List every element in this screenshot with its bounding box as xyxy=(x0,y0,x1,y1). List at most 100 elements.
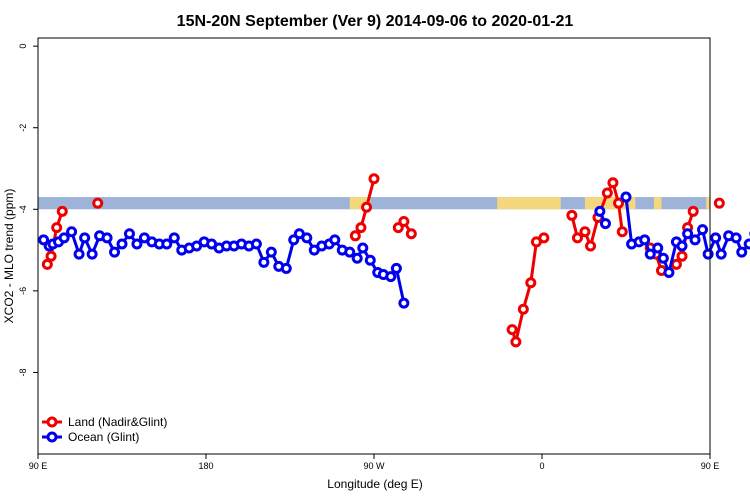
ocean-point-5 xyxy=(66,226,78,238)
x-tick-label-4: 90 E xyxy=(701,461,720,471)
land-point-17 xyxy=(538,232,550,244)
y-tick-label-2: -4 xyxy=(18,205,28,213)
land-point-7 xyxy=(361,201,373,213)
series-layer xyxy=(38,173,750,348)
y-tick-label-3: -6 xyxy=(18,287,28,295)
y-axis-label: XCO2 - MLO trend (ppm) xyxy=(2,189,16,324)
y-tick-label-4: -8 xyxy=(18,368,28,376)
land-point-5 xyxy=(349,230,361,242)
legend-land-marker xyxy=(46,416,58,428)
land-point-34 xyxy=(713,197,725,209)
land-point-18 xyxy=(566,209,578,221)
land-point-2 xyxy=(51,222,63,234)
land-point-10 xyxy=(398,216,410,228)
ocean-point-60 xyxy=(657,252,669,264)
legend-land-label: Land (Nadir&Glint) xyxy=(68,415,167,429)
ocean-point-68 xyxy=(710,232,722,244)
land-point-15 xyxy=(525,277,537,289)
ocean-point-71 xyxy=(730,232,742,244)
land-point-13 xyxy=(510,336,522,348)
legend-ocean-marker xyxy=(46,431,58,443)
legend-ocean-label: Ocean (Glint) xyxy=(68,430,139,444)
land-point-26 xyxy=(616,226,628,238)
y-axis: 0 -2 -4 -6 -8 xyxy=(18,44,38,376)
ocean-point-52 xyxy=(594,205,606,217)
land-point-30 xyxy=(670,258,682,270)
ocean-point-73 xyxy=(743,238,750,250)
ocean-point-8 xyxy=(86,248,98,260)
ocean-point-7 xyxy=(79,232,91,244)
land-point-6 xyxy=(355,222,367,234)
ocean-point-65 xyxy=(689,234,701,246)
ocean-point-34 xyxy=(280,262,292,274)
land-point-11 xyxy=(405,228,417,240)
land-band-segment-3 xyxy=(654,197,662,210)
ocean-point-50 xyxy=(390,262,402,274)
land-point-21 xyxy=(585,240,597,252)
x-axis: 90 E 180 90 W 0 90 E xyxy=(29,454,720,471)
ocean-point-31 xyxy=(258,256,270,268)
land-point-33 xyxy=(687,205,699,217)
ocean-point-6 xyxy=(73,248,85,260)
series-ocean xyxy=(38,191,750,309)
y-tick-label-1: -2 xyxy=(18,124,28,132)
ocean-point-64 xyxy=(682,228,694,240)
chart-title: 15N-20N September (Ver 9) 2014-09-06 to … xyxy=(177,13,574,30)
x-tick-label-0: 90 E xyxy=(29,461,48,471)
land-point-14 xyxy=(517,303,529,315)
x-tick-label-1: 180 xyxy=(198,461,213,471)
ocean-point-51 xyxy=(398,297,410,309)
ocean-point-18 xyxy=(161,238,173,250)
ocean-point-10 xyxy=(101,232,113,244)
land-point-3 xyxy=(56,205,68,217)
ocean-point-72 xyxy=(736,246,748,258)
ocean-point-46 xyxy=(364,254,376,266)
x-tick-label-2: 90 W xyxy=(363,461,385,471)
ocean-point-57 xyxy=(639,234,651,246)
ocean-point-67 xyxy=(702,248,714,260)
ocean-point-41 xyxy=(329,234,341,246)
land-point-25 xyxy=(613,197,625,209)
ocean-point-63 xyxy=(676,240,688,252)
ocean-point-44 xyxy=(351,252,363,264)
ocean-point-11 xyxy=(109,246,121,258)
ocean-point-14 xyxy=(131,238,143,250)
ocean-point-30 xyxy=(250,238,262,250)
ocean-point-69 xyxy=(715,248,727,260)
land-point-20 xyxy=(579,226,591,238)
land-point-8 xyxy=(368,173,380,185)
plot-frame xyxy=(37,37,711,455)
ocean-point-66 xyxy=(697,224,709,236)
land-point-0 xyxy=(41,258,53,270)
ocean-point-54 xyxy=(620,191,632,203)
ocean-point-61 xyxy=(663,267,675,279)
land-point-31 xyxy=(676,250,688,262)
ocean-point-19 xyxy=(168,232,180,244)
land-point-4 xyxy=(92,197,104,209)
ocean-point-43 xyxy=(344,246,356,258)
ocean-point-37 xyxy=(301,232,313,244)
land-point-12 xyxy=(506,324,518,336)
x-axis-label: Longitude (deg E) xyxy=(327,477,422,491)
ocean-point-45 xyxy=(357,242,369,254)
legend: Land (Nadir&Glint) Ocean (Glint) xyxy=(42,415,167,444)
ocean-point-58 xyxy=(644,248,656,260)
land-line-segment-4 xyxy=(510,236,545,344)
land-point-1 xyxy=(45,250,57,262)
land-band-segment-4 xyxy=(706,197,710,210)
land-point-23 xyxy=(601,187,613,199)
land-band-segment-1 xyxy=(497,197,561,210)
ocean-point-13 xyxy=(123,228,135,240)
ocean-point-59 xyxy=(652,242,664,254)
land-point-24 xyxy=(607,177,619,189)
ocean-point-53 xyxy=(599,218,611,230)
land-point-19 xyxy=(571,232,583,244)
ocean-point-4 xyxy=(58,232,70,244)
y-tick-label-0: 0 xyxy=(18,44,28,49)
ocean-point-12 xyxy=(116,238,128,250)
x-tick-label-3: 0 xyxy=(539,461,544,471)
ocean-point-32 xyxy=(265,246,277,258)
ocean-point-49 xyxy=(385,271,397,283)
